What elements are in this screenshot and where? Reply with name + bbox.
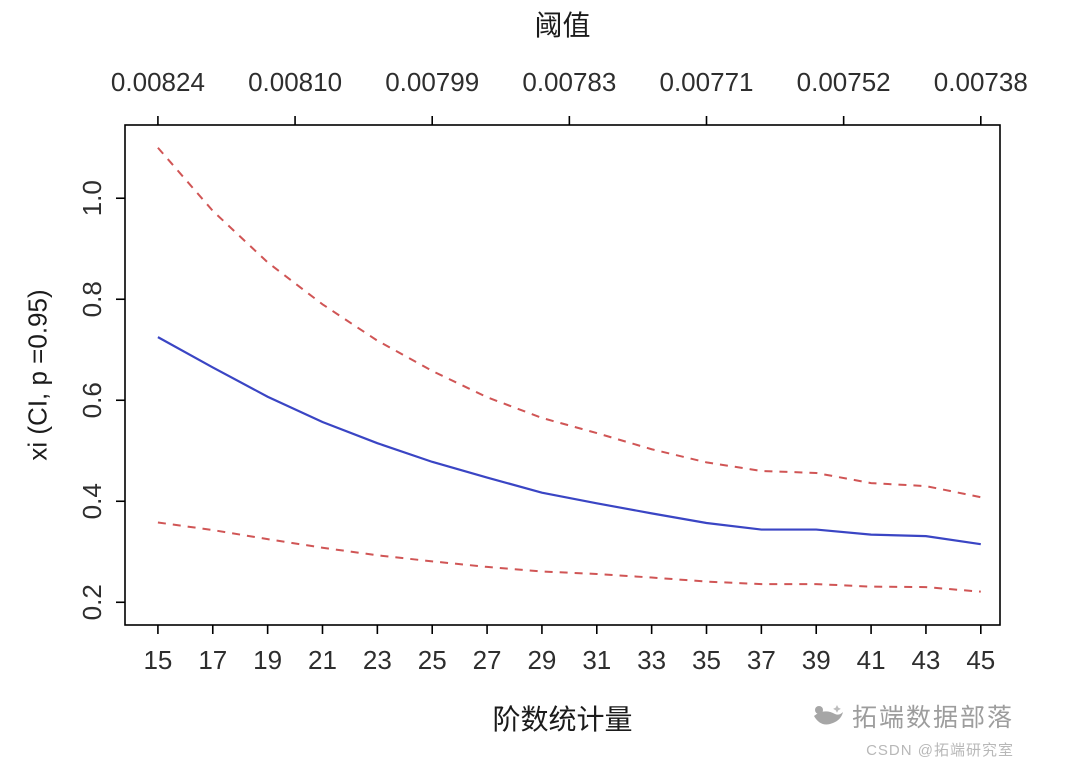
x-tick-label: 15 [143,645,172,675]
x-tick-label: 35 [692,645,721,675]
top-tick-label: 0.00824 [111,67,205,97]
y-tick-label: 1.0 [77,180,107,216]
watermark-logo-icon [810,702,844,730]
x-tick-label: 45 [966,645,995,675]
series-line-upper-95-ci [157,147,981,499]
y-tick-label: 0.4 [77,483,107,519]
x-tick-label: 27 [473,645,502,675]
y-tick-label: 0.6 [77,382,107,418]
top-axis-title: 阈值 [534,10,591,41]
watermark: 拓端数据部落 [810,698,1014,734]
x-tick-label: 33 [637,645,666,675]
watermark-brand-text: 拓端数据部落 [851,704,1014,732]
x-tick-label: 17 [198,645,227,675]
x-tick-label: 25 [418,645,447,675]
x-tick-label: 31 [582,645,611,675]
x-tick-label: 41 [857,645,886,675]
x-tick-label: 43 [911,645,940,675]
top-tick-label: 0.00799 [385,67,479,97]
x-tick-label: 19 [253,645,282,675]
y-axis-label: xi (CI, p =0.95) [22,289,53,461]
top-tick-label: 0.00771 [660,67,754,97]
top-tick-label: 0.00738 [934,67,1028,97]
x-tick-label: 37 [747,645,776,675]
y-tick-label: 0.8 [77,281,107,317]
top-tick-label: 0.00783 [522,67,616,97]
top-tick-label: 0.00810 [248,67,342,97]
plot-frame [124,124,1001,626]
x-tick-label: 29 [527,645,556,675]
top-tick-label: 0.00752 [797,67,891,97]
x-tick-label: 21 [308,645,337,675]
x-tick-label: 23 [363,645,392,675]
watermark-credit-text: CSDN @拓端研究室 [866,742,1014,759]
series-line-xi-estimate [157,336,981,546]
x-tick-label: 39 [802,645,831,675]
x-axis-label: 阶数统计量 [492,704,633,735]
y-tick-label: 0.2 [77,584,107,620]
series-line-lower-95-ci [157,521,981,593]
